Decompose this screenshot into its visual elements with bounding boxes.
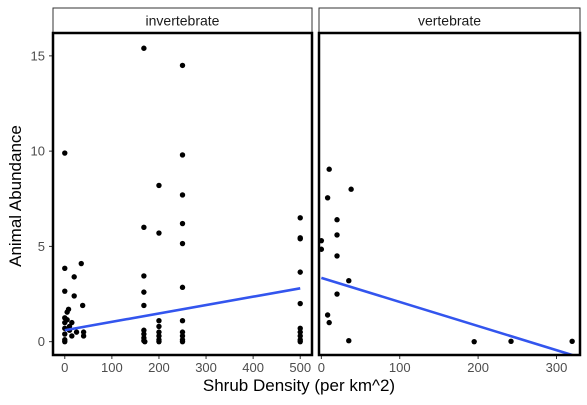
data-point <box>141 302 147 309</box>
x-tick-label: 300 <box>546 360 568 375</box>
y-tick-label: 10 <box>31 144 45 159</box>
trend-line <box>64 287 301 332</box>
data-point <box>141 289 147 295</box>
strip-label-vertebrate: vertebrate <box>418 13 481 29</box>
data-point <box>142 338 148 345</box>
panel-border-invertebrate <box>51 31 314 357</box>
trend-line <box>320 276 573 355</box>
data-point <box>80 333 87 339</box>
data-point <box>324 312 331 318</box>
x-axis-title: Shrub Density (per km^2) <box>203 376 395 395</box>
data-point <box>141 45 147 51</box>
data-point <box>179 192 186 198</box>
y-tick-label: 15 <box>31 48 45 63</box>
data-point <box>179 338 186 345</box>
data-point <box>326 319 332 326</box>
data-point <box>179 329 186 335</box>
data-point <box>71 293 77 299</box>
data-point <box>141 327 147 333</box>
data-point <box>156 182 162 189</box>
data-point <box>156 318 162 324</box>
x-tick-label: 500 <box>289 360 311 375</box>
data-point <box>69 319 75 326</box>
data-point <box>62 265 68 272</box>
data-point <box>569 338 575 344</box>
data-point <box>71 274 77 280</box>
panel-invertebrate: invertebrate 0 100 200 300 400 500 0 5 10 15 <box>31 7 314 375</box>
y-tick-label: 5 <box>38 239 45 254</box>
trend-group-vertebrate <box>320 276 573 355</box>
data-point <box>156 329 162 335</box>
data-point <box>508 338 514 344</box>
x-tick-label: 0 <box>61 360 68 375</box>
x-tick-label: 400 <box>242 360 264 375</box>
data-point <box>156 323 162 330</box>
data-point <box>156 230 162 236</box>
data-point <box>156 338 162 345</box>
data-point <box>179 152 186 158</box>
data-point <box>62 338 68 345</box>
data-point <box>141 273 147 279</box>
trend-group-invertebrate <box>64 287 301 332</box>
data-points-vertebrate <box>319 166 575 345</box>
panel-border-vertebrate <box>317 31 582 357</box>
data-point <box>62 288 68 294</box>
x-tick-label: 200 <box>148 360 170 375</box>
data-points-invertebrate <box>62 45 303 345</box>
data-point <box>297 333 303 339</box>
data-point <box>334 253 340 259</box>
data-point <box>179 240 186 247</box>
data-point <box>156 333 162 339</box>
strip-background-invertebrate <box>52 7 313 34</box>
data-point <box>179 318 186 324</box>
data-point <box>326 166 332 172</box>
panel-vertebrate: vertebrate 0 100 200 300 <box>317 7 582 375</box>
data-point <box>471 338 477 345</box>
x-tick-label: 0 <box>318 360 325 375</box>
data-point <box>334 232 340 238</box>
data-point <box>80 329 87 335</box>
x-tick-label: 100 <box>101 360 123 375</box>
data-point <box>78 260 84 267</box>
strip-background-vertebrate <box>318 7 581 34</box>
data-point <box>319 246 325 252</box>
x-tick-label: 200 <box>467 360 489 375</box>
data-point <box>73 329 80 335</box>
data-point <box>179 220 186 227</box>
data-point <box>297 325 303 332</box>
data-point <box>297 269 303 275</box>
data-point <box>346 277 352 284</box>
data-point <box>141 331 147 337</box>
x-tick-label: 300 <box>195 360 217 375</box>
x-tick-label: 100 <box>389 360 411 375</box>
data-point <box>346 338 352 344</box>
data-point <box>62 331 68 337</box>
data-point <box>141 224 147 231</box>
data-point <box>79 302 86 309</box>
y-axis-title: Animal Abundance <box>6 125 25 267</box>
data-point <box>319 237 325 244</box>
data-point <box>69 333 75 339</box>
data-point <box>324 195 331 201</box>
data-point <box>297 300 303 307</box>
data-point <box>348 186 354 192</box>
data-point <box>65 306 72 312</box>
data-point <box>179 284 186 291</box>
data-point <box>297 235 303 241</box>
data-point <box>64 317 70 323</box>
data-point <box>297 338 303 345</box>
data-point <box>334 291 340 297</box>
data-point <box>297 215 303 221</box>
strip-label-invertebrate: invertebrate <box>146 13 220 29</box>
data-point <box>297 329 303 335</box>
y-tick-label: 0 <box>38 334 45 349</box>
data-point <box>62 150 68 156</box>
data-point <box>334 217 340 223</box>
data-point <box>179 333 186 339</box>
data-point <box>179 62 186 69</box>
